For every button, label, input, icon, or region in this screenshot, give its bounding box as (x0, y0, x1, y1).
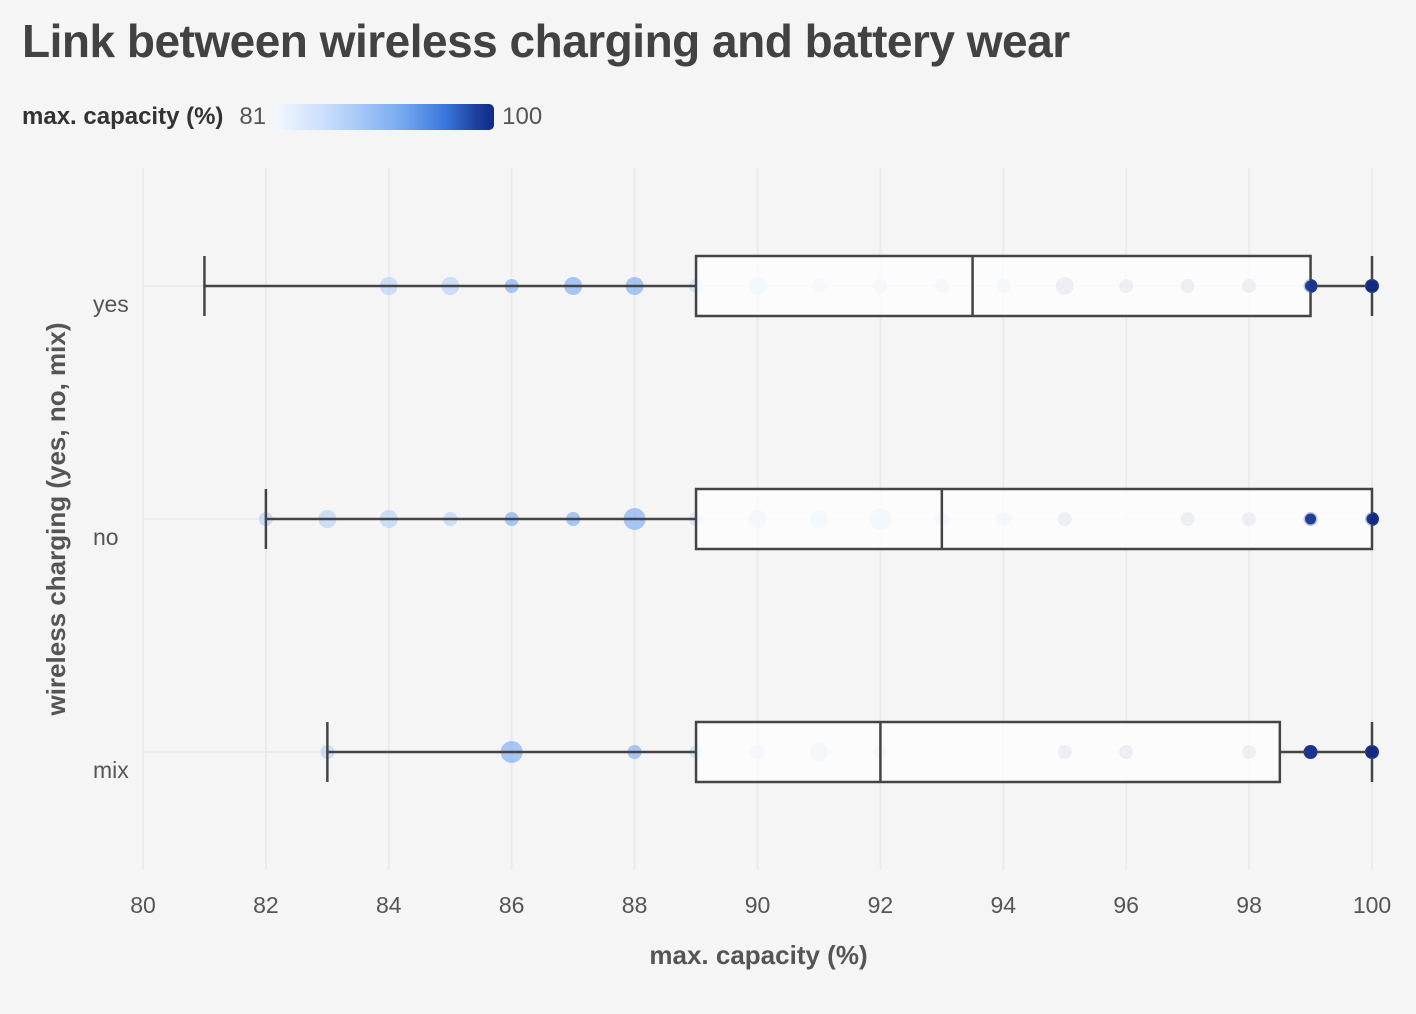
x-tick-label: 86 (499, 892, 525, 918)
x-tick-label: 88 (622, 892, 648, 918)
y-axis-title: wireless charging (yes, no, mix) (41, 322, 71, 716)
label-layer: 80 82 84 86 88 90 92 94 96 98 100 yes no mix max. capa… (41, 291, 1391, 970)
x-tick-label: 96 (1113, 892, 1139, 918)
x-tick-label: 98 (1236, 892, 1262, 918)
x-tick-label: 100 (1353, 892, 1391, 918)
data-point (1305, 280, 1317, 292)
x-tick-label: 94 (991, 892, 1017, 918)
x-tick-label: 82 (253, 892, 279, 918)
legend-min-label: 81 (239, 103, 267, 130)
data-point (1305, 513, 1317, 525)
box-layer (203, 254, 1378, 784)
color-legend: max. capacity (%) 81 100 (22, 100, 542, 134)
chart-title: Link between wireless charging and batte… (22, 15, 1070, 67)
legend-max-label: 100 (502, 103, 543, 130)
data-point (1366, 513, 1378, 525)
data-point (1305, 746, 1317, 758)
y-category-label: no (93, 524, 119, 550)
x-tick-label: 80 (130, 892, 156, 918)
legend-title: max. capacity (%) (22, 103, 224, 130)
box-iqr (694, 487, 1374, 551)
x-tick-label: 92 (868, 892, 894, 918)
y-category-label: yes (93, 291, 129, 317)
y-category-label: mix (93, 757, 129, 783)
x-tick-label: 84 (376, 892, 402, 918)
data-point (1366, 280, 1378, 292)
legend-gradient-bar (274, 104, 495, 130)
box-iqr (694, 254, 1312, 318)
x-tick-label: 90 (745, 892, 771, 918)
x-axis-title: max. capacity (%) (649, 940, 867, 970)
data-point (1366, 746, 1378, 758)
box-iqr (694, 720, 1282, 784)
